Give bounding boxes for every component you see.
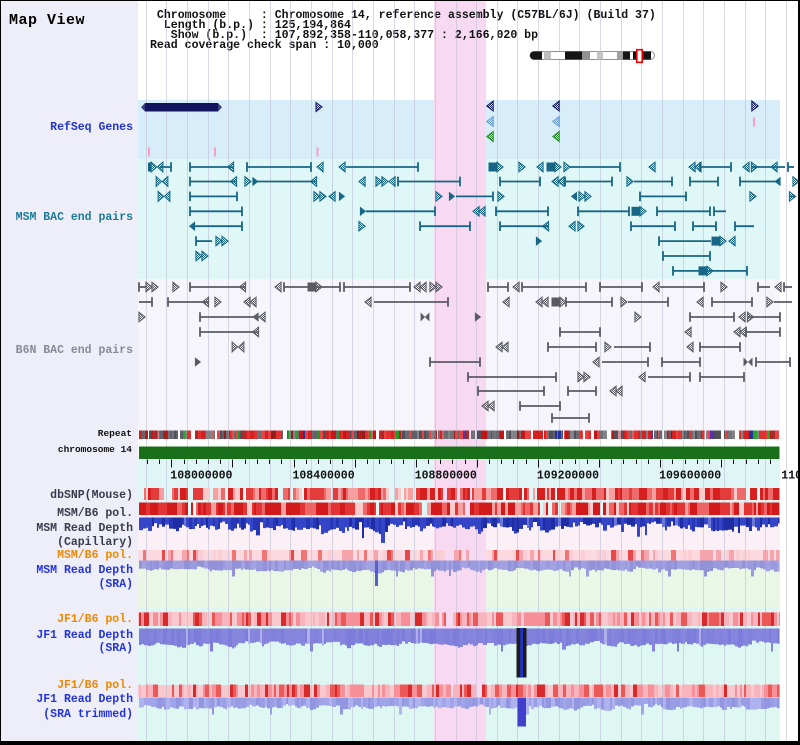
svg-text:108400000: 108400000 <box>293 470 355 483</box>
svg-text:108800000: 108800000 <box>415 470 477 483</box>
svg-text:110000000: 110000000 <box>781 470 800 483</box>
svg-text:109200000: 109200000 <box>537 470 599 483</box>
svg-text:108000000: 108000000 <box>170 470 232 483</box>
svg-text:109600000: 109600000 <box>659 470 721 483</box>
